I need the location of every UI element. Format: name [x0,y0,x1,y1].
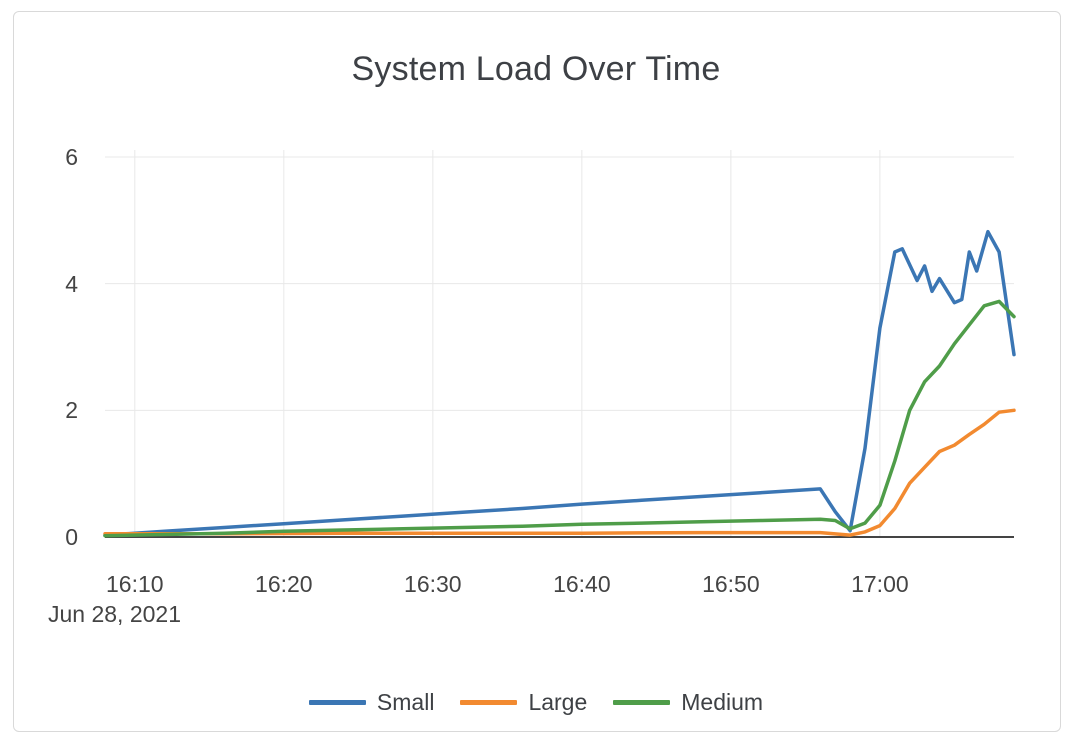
chart-card [13,11,1061,732]
legend-item-medium[interactable]: Medium [613,689,763,716]
x-tick-label: 16:40 [553,571,611,597]
legend-item-large[interactable]: Large [460,689,587,716]
series-line-small [103,229,1016,537]
legend-item-label: Medium [681,689,764,715]
y-tick-label: 4 [65,270,78,297]
x-tick-label: 16:50 [702,571,760,597]
x-tick-label: 16:10 [106,571,164,597]
legend-item-label: Large [528,689,588,715]
series-line-medium [103,299,1016,538]
x-tick-label: 16:20 [255,571,313,597]
legend-line-swatch [308,700,366,705]
y-tick-label: 2 [65,397,78,424]
y-tick-label: 6 [65,144,78,171]
x-tick-label: 16:30 [404,571,462,597]
x-axis-date-label: Jun 28, 2021 [48,601,182,627]
x-tick-label: 17:00 [851,571,909,597]
chart-title: System Load Over Time [351,50,721,88]
legend: Small Large Medium [0,689,1072,716]
legend-item-small[interactable]: Small [308,689,435,716]
legend-item-label: Small [376,689,435,715]
y-tick-label: 0 [65,524,78,550]
legend-line-swatch [613,700,671,705]
series-line-large [103,408,1016,537]
legend-line-swatch [460,700,518,705]
